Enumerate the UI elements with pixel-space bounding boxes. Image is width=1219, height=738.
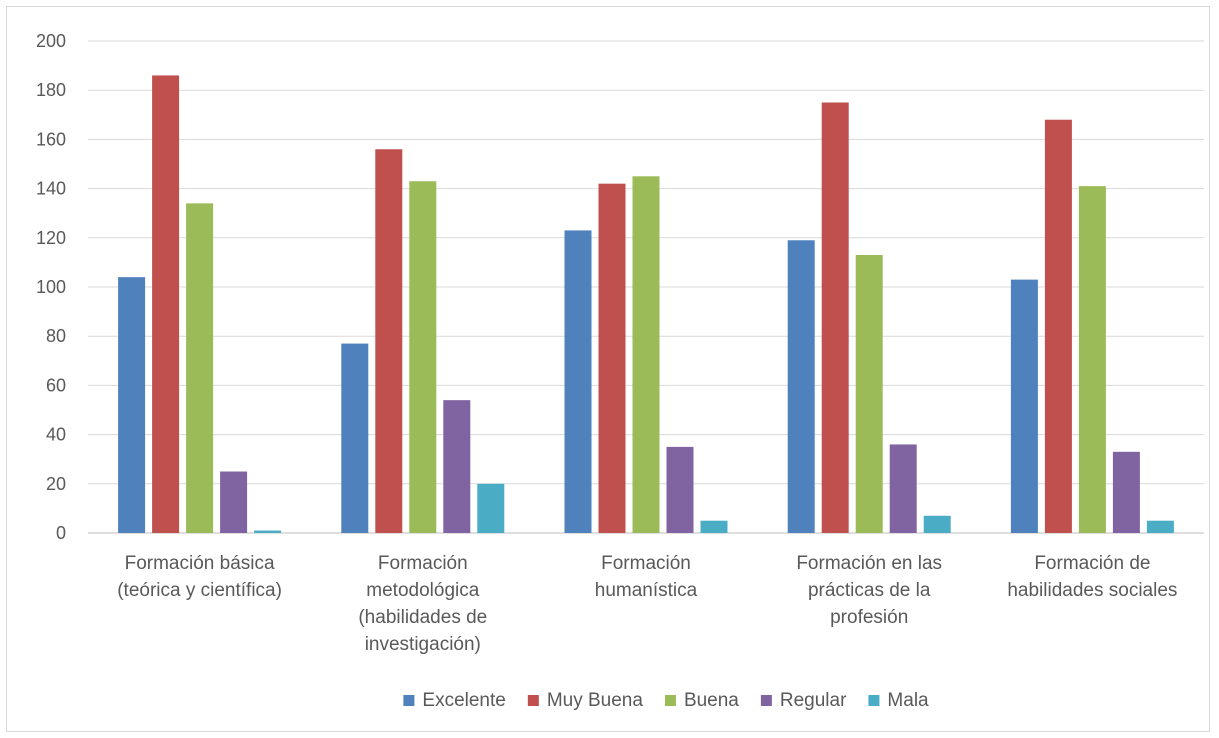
x-category-label-line: investigación) <box>365 634 481 655</box>
x-category-label: Formación humanística <box>595 553 698 601</box>
y-tick-label: 80 <box>46 326 66 346</box>
x-category-label: Formación básica (teórica y científica) <box>117 553 282 601</box>
bar-mala <box>254 530 282 533</box>
legend-swatch <box>664 695 676 706</box>
x-category-label: Formación en las prácticas de la profesión <box>796 553 942 628</box>
x-category-label: Formación de habilidades sociales <box>1007 553 1177 601</box>
legend-label: Excelente <box>422 690 505 711</box>
x-category-label-line: (teórica y científica) <box>117 580 282 601</box>
y-tick-label: 140 <box>36 179 66 199</box>
bar-excelente <box>341 343 369 533</box>
bar-muy-buena <box>1044 119 1072 533</box>
legend-label: Mala <box>887 690 929 711</box>
y-tick-label: 20 <box>46 474 66 494</box>
bar-buena <box>186 203 214 534</box>
y-tick-label: 160 <box>36 129 66 149</box>
bar-mala <box>923 515 951 533</box>
bar-regular <box>443 400 471 533</box>
x-category-label-line: Formación en las <box>796 553 942 574</box>
bar-muy-buena <box>821 102 849 533</box>
bar-excelente <box>787 240 815 533</box>
y-tick-label: 180 <box>36 80 66 100</box>
bar-muy-buena <box>152 75 180 533</box>
bar-regular <box>220 471 248 533</box>
legend-swatch <box>760 695 772 706</box>
bar-mala <box>1146 520 1174 533</box>
bar-buena <box>855 255 883 533</box>
legend-swatch <box>403 695 415 706</box>
x-category-label-line: (habilidades de <box>358 607 487 628</box>
y-tick-label: 120 <box>36 228 66 248</box>
x-category-label-line: profesión <box>830 607 908 628</box>
x-category-label-line: humanística <box>595 580 698 601</box>
bar-mala <box>477 483 505 533</box>
legend-swatch <box>868 695 880 706</box>
legend-label: Regular <box>780 690 847 711</box>
x-category-label-line: habilidades sociales <box>1007 580 1177 601</box>
bar-muy-buena <box>598 183 626 533</box>
bar-buena <box>632 176 660 534</box>
x-category-label-line: Formación de <box>1034 553 1150 574</box>
x-category-label-line: Formación <box>601 553 691 574</box>
y-tick-label: 60 <box>46 375 66 395</box>
y-tick-label: 40 <box>46 425 66 445</box>
x-category-label-line: metodológica <box>366 580 479 601</box>
x-category-label-line: Formación básica <box>125 553 275 574</box>
bar-muy-buena <box>375 149 403 534</box>
legend-label: Buena <box>684 690 739 711</box>
x-category-label: Formación metodológica (habilidades de inve… <box>358 553 487 655</box>
bar-regular <box>1112 451 1140 533</box>
legend-swatch <box>527 695 539 706</box>
bar-buena <box>1078 186 1106 533</box>
bar-excelente <box>118 277 146 533</box>
x-category-label-line: Formación <box>378 553 468 574</box>
bar-regular <box>666 446 694 533</box>
y-tick-label: 100 <box>36 277 66 297</box>
x-category-label-line: prácticas de la <box>808 580 931 601</box>
y-tick-label: 0 <box>56 523 66 543</box>
bar-mala <box>700 520 728 533</box>
y-tick-label: 200 <box>36 31 66 51</box>
legend-label: Muy Buena <box>547 690 644 711</box>
bar-excelente <box>1010 279 1038 533</box>
bar-buena <box>409 181 437 533</box>
bar-excelente <box>564 230 592 534</box>
bar-regular <box>889 444 917 533</box>
